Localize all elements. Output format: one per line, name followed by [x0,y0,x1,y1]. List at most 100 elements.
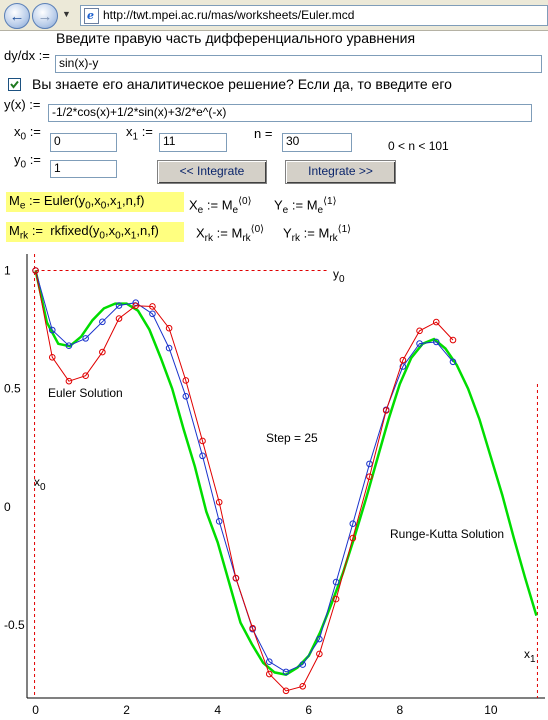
exact-solution-line [34,270,538,677]
rk-point [432,338,440,346]
n-range-hint: 0 < n < 101 [388,139,449,153]
x-tick-label: 0 [32,703,39,717]
rk-point [199,452,206,460]
y-tick-label: 0.5 [4,382,21,396]
rk-point [299,661,307,668]
rk-point [82,335,89,342]
y-tick-label: 1 [4,264,11,278]
rk-point [149,310,156,318]
x-tick-label: 10 [484,703,498,717]
url-text: http://twt.mpei.ac.ru/mas/worksheets/Eul… [103,8,355,22]
n-label: n = [254,126,273,141]
address-bar[interactable]: e http://twt.mpei.ac.ru/mas/worksheets/E… [80,5,548,26]
euler-point [299,683,307,690]
browser-toolbar: ← → ▼ e http://twt.mpei.ac.ru/mas/worksh… [0,0,548,31]
rk-point [115,302,123,309]
euler-point [82,372,89,380]
euler-point [332,595,340,603]
euler-point [232,574,240,582]
analytic-checkbox-label: Вы знаете его аналитическое решение? Есл… [32,76,452,92]
x0-label: x0 [34,475,46,493]
analytic-checkbox[interactable] [8,78,21,91]
euler-point [165,324,173,332]
euler-solution-line [35,270,454,692]
euler-solution-label: Euler Solution [48,386,123,400]
rk-point [282,668,290,676]
x-tick-label: 6 [305,703,312,717]
rk-point [265,658,273,666]
euler-point [265,670,273,678]
history-dropdown-icon[interactable]: ▼ [62,9,71,19]
euler-point [99,348,106,356]
rk-point [165,344,173,352]
xe-assign: Xe := Me⟨0⟩ [189,196,252,216]
euler-point [249,624,256,632]
euler-point [199,437,206,445]
euler-point [449,336,457,344]
rk-point [48,326,56,334]
dydx-label: dy/dx := [4,48,50,63]
y-tick-label: -0.5 [4,618,25,632]
rk-point [99,318,106,326]
euler-point [416,327,423,335]
rk-point [349,520,357,527]
x1-label: x1 := [126,124,153,143]
x1-input[interactable]: 11 [159,133,227,152]
back-arrow-icon[interactable]: ← [4,3,30,29]
euler-point [432,318,440,326]
rk-formula: Mrk := rkfixed(y0,x0,x1,n,f) [9,223,159,242]
solution-plot: 1 0.5 0 -0.5 0 2 4 6 8 10 Euler Solution Runge-Kut… [4,254,545,717]
n-input[interactable]: 30 [282,133,352,152]
euler-point [115,315,123,322]
euler-point [399,356,407,364]
euler-point [349,534,357,542]
rk-point [215,518,223,525]
euler-point [48,353,56,361]
rk-point [316,635,323,643]
x-tick-label: 8 [396,703,403,717]
xrk-assign: Xrk := Mrk⟨0⟩ [196,224,265,244]
x-tick-label: 2 [123,703,130,717]
step-label: Step = 25 [266,431,318,445]
y0-label: y0 [333,267,345,285]
euler-point [382,407,390,414]
yx-label: y(x) := [4,97,41,112]
page-icon: e [84,8,99,24]
euler-point [132,302,140,310]
yrk-assign: Yrk := Mrk⟨1⟩ [283,224,352,244]
checkmark-icon [10,80,19,89]
x0-label: x0 := [14,124,41,143]
ye-assign: Ye := Me⟨1⟩ [274,196,337,216]
y0-label: y0 := [14,152,41,171]
rk-solution-line [35,270,454,673]
euler-point [316,650,323,658]
rk-point [416,340,423,347]
forward-arrow-icon[interactable]: → [32,3,58,29]
rk-point [65,342,73,350]
euler-highlight [6,192,184,212]
rk-point [182,392,190,400]
rk-solution-label: Runge-Kutta Solution [390,527,504,541]
rk-point [332,578,340,586]
euler-point [366,473,373,480]
x1-label: x1 [524,647,536,665]
rk-point [399,363,407,370]
integrate-forward-button[interactable]: Integrate >> [285,160,396,184]
x0-input[interactable]: 0 [50,133,117,152]
euler-point [149,303,156,310]
x-tick-label: 4 [214,703,221,717]
euler-point [215,498,223,506]
rk-point [449,358,457,366]
rk-highlight [6,222,184,242]
euler-point [282,687,290,695]
y-tick-label: 0 [4,500,11,514]
euler-point [32,267,39,274]
y0-input[interactable]: 1 [50,160,117,178]
dydx-input[interactable]: sin(x)-y [55,55,542,73]
euler-point [182,377,190,384]
integrate-back-button[interactable]: << Integrate [157,160,267,184]
yx-input[interactable]: -1/2*cos(x)+1/2*sin(x)+3/2*e^(-x) [48,104,532,122]
euler-point [65,377,73,385]
worksheet-heading: Введите правую часть дифференциального у… [56,30,416,46]
euler-formula: Me := Euler(y0,x0,x1,n,f) [9,193,145,212]
